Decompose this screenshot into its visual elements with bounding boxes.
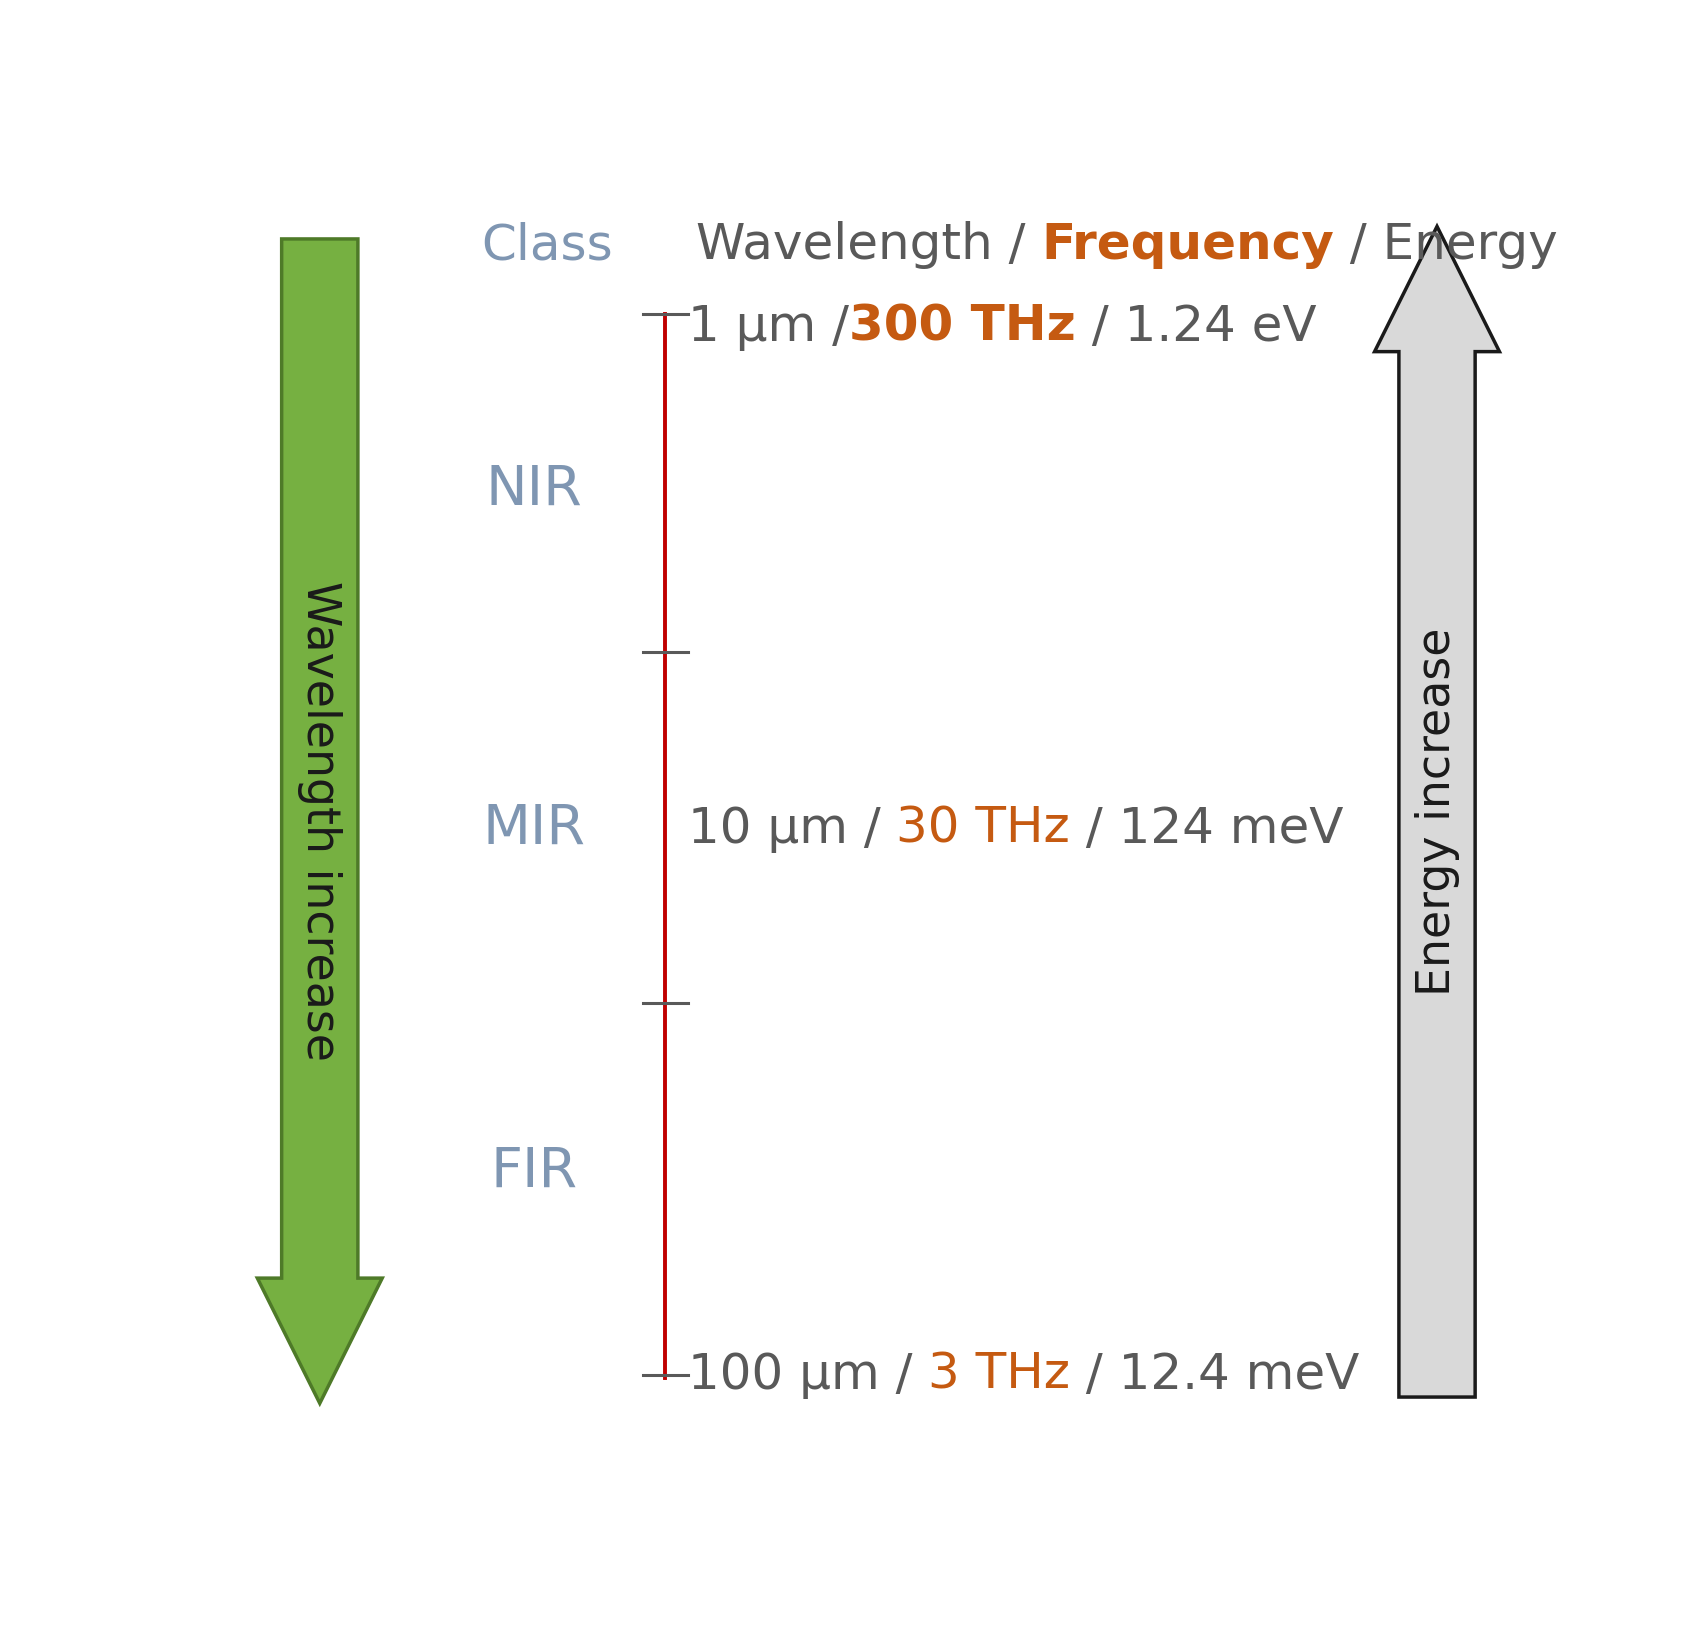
Text: Wavelength /: Wavelength / [695,221,1041,270]
Text: / Energy: / Energy [1335,221,1557,270]
Text: Energy increase: Energy increase [1414,628,1460,997]
Text: MIR: MIR [483,802,585,855]
Text: 1 μm /: 1 μm / [689,302,848,351]
Text: / 12.4 meV: / 12.4 meV [1070,1351,1360,1398]
Text: / 1.24 eV: / 1.24 eV [1075,302,1316,351]
Polygon shape [1374,226,1499,1397]
Text: 100 μm /: 100 μm / [689,1351,928,1398]
Text: NIR: NIR [485,462,582,517]
Polygon shape [258,239,382,1403]
Text: 30 THz: 30 THz [897,805,1070,852]
Text: 10 μm /: 10 μm / [689,805,897,852]
Text: Frequency: Frequency [1041,221,1335,270]
Text: Wavelength increase: Wavelength increase [297,580,343,1062]
Text: 300 THz: 300 THz [848,302,1075,351]
Text: / 124 meV: / 124 meV [1070,805,1343,852]
Text: FIR: FIR [490,1145,578,1198]
Text: 3 THz: 3 THz [928,1351,1070,1398]
Text: Class: Class [482,221,612,270]
